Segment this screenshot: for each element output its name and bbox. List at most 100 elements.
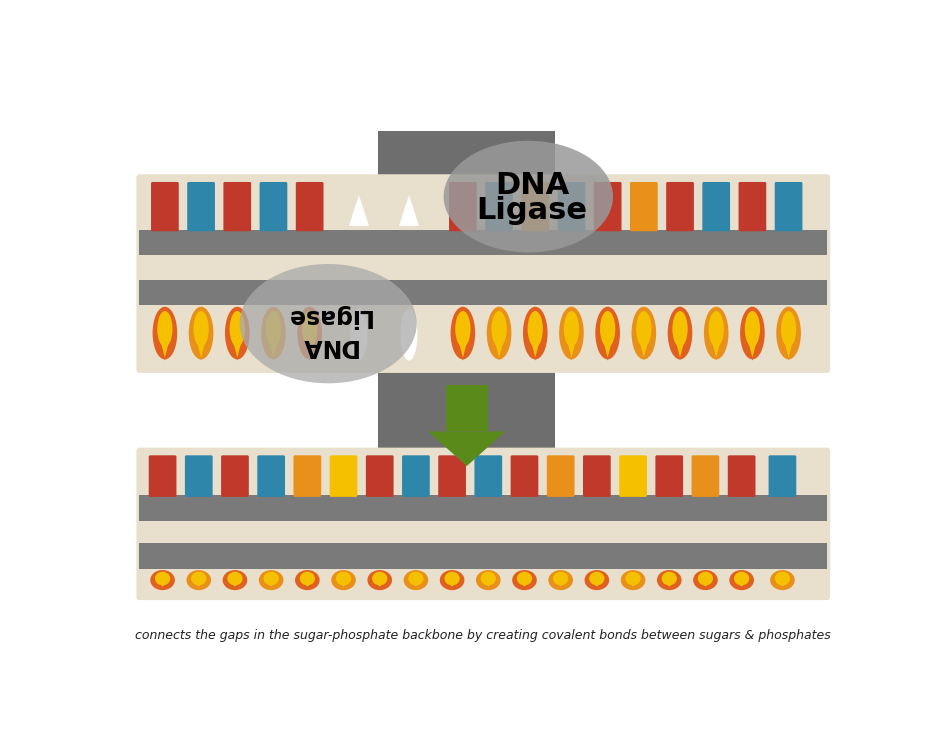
Ellipse shape	[693, 570, 718, 590]
Ellipse shape	[336, 572, 351, 585]
Polygon shape	[526, 333, 545, 360]
Ellipse shape	[300, 572, 315, 585]
Polygon shape	[191, 333, 210, 360]
Ellipse shape	[672, 311, 687, 347]
Polygon shape	[635, 333, 653, 360]
Polygon shape	[228, 579, 241, 587]
Ellipse shape	[157, 311, 173, 347]
Ellipse shape	[476, 570, 501, 590]
Polygon shape	[371, 580, 389, 588]
Polygon shape	[300, 333, 319, 360]
Polygon shape	[637, 332, 651, 357]
FancyBboxPatch shape	[738, 182, 767, 231]
Ellipse shape	[153, 306, 177, 360]
Ellipse shape	[193, 311, 208, 347]
FancyBboxPatch shape	[438, 455, 466, 497]
Polygon shape	[298, 580, 317, 588]
Polygon shape	[601, 332, 615, 357]
Polygon shape	[443, 580, 461, 588]
Polygon shape	[565, 332, 578, 357]
Ellipse shape	[372, 572, 388, 585]
Ellipse shape	[487, 306, 511, 360]
FancyBboxPatch shape	[769, 455, 796, 497]
Polygon shape	[334, 580, 353, 588]
FancyBboxPatch shape	[185, 455, 212, 497]
FancyBboxPatch shape	[691, 455, 720, 497]
Ellipse shape	[632, 306, 656, 360]
Polygon shape	[518, 579, 531, 587]
Polygon shape	[337, 579, 351, 587]
FancyBboxPatch shape	[137, 174, 830, 373]
Polygon shape	[598, 333, 617, 360]
Polygon shape	[662, 579, 676, 587]
Polygon shape	[406, 580, 425, 588]
Text: Ligase: Ligase	[476, 196, 587, 225]
Ellipse shape	[564, 311, 579, 347]
Ellipse shape	[368, 570, 392, 590]
Ellipse shape	[620, 570, 645, 590]
Polygon shape	[454, 333, 472, 360]
Polygon shape	[191, 579, 206, 587]
Polygon shape	[773, 580, 792, 588]
Bar	[445, 386, 488, 431]
Ellipse shape	[191, 572, 207, 585]
Polygon shape	[743, 333, 762, 360]
Polygon shape	[228, 333, 247, 360]
Text: DNA
Ligase: DNA Ligase	[285, 304, 372, 358]
Ellipse shape	[223, 570, 247, 590]
FancyBboxPatch shape	[486, 182, 513, 231]
Ellipse shape	[263, 572, 279, 585]
FancyBboxPatch shape	[221, 455, 249, 497]
FancyBboxPatch shape	[449, 182, 477, 231]
Bar	[140, 229, 827, 255]
Ellipse shape	[559, 306, 584, 360]
Ellipse shape	[451, 306, 475, 360]
Polygon shape	[349, 195, 369, 226]
Ellipse shape	[668, 306, 692, 360]
Polygon shape	[156, 579, 170, 587]
Polygon shape	[528, 332, 542, 357]
Polygon shape	[264, 333, 283, 360]
Polygon shape	[562, 333, 581, 360]
Ellipse shape	[444, 572, 460, 585]
Ellipse shape	[230, 311, 245, 347]
Polygon shape	[782, 332, 796, 357]
FancyBboxPatch shape	[703, 182, 730, 231]
FancyBboxPatch shape	[510, 455, 538, 497]
Polygon shape	[190, 580, 208, 588]
Ellipse shape	[266, 311, 281, 347]
Ellipse shape	[523, 306, 548, 360]
Polygon shape	[301, 579, 314, 587]
Ellipse shape	[548, 570, 573, 590]
Ellipse shape	[225, 306, 250, 360]
Ellipse shape	[258, 570, 284, 590]
Ellipse shape	[491, 311, 506, 347]
Polygon shape	[479, 580, 498, 588]
Bar	[140, 495, 827, 521]
Ellipse shape	[351, 309, 368, 360]
Polygon shape	[670, 333, 689, 360]
Ellipse shape	[585, 570, 609, 590]
FancyBboxPatch shape	[330, 455, 357, 497]
Text: DNA: DNA	[495, 170, 570, 200]
Polygon shape	[623, 580, 642, 588]
Polygon shape	[492, 332, 506, 357]
Ellipse shape	[776, 306, 801, 360]
Polygon shape	[626, 579, 640, 587]
FancyBboxPatch shape	[293, 455, 322, 497]
Bar	[140, 543, 827, 568]
Polygon shape	[482, 579, 495, 587]
Polygon shape	[775, 579, 789, 587]
Ellipse shape	[657, 570, 682, 590]
Polygon shape	[445, 579, 459, 587]
Ellipse shape	[408, 572, 423, 585]
FancyBboxPatch shape	[474, 455, 503, 497]
Polygon shape	[673, 332, 687, 357]
Ellipse shape	[401, 309, 418, 360]
FancyBboxPatch shape	[594, 182, 621, 231]
Ellipse shape	[512, 570, 537, 590]
Polygon shape	[489, 333, 508, 360]
Ellipse shape	[187, 570, 211, 590]
Ellipse shape	[227, 572, 242, 585]
Ellipse shape	[775, 572, 790, 585]
